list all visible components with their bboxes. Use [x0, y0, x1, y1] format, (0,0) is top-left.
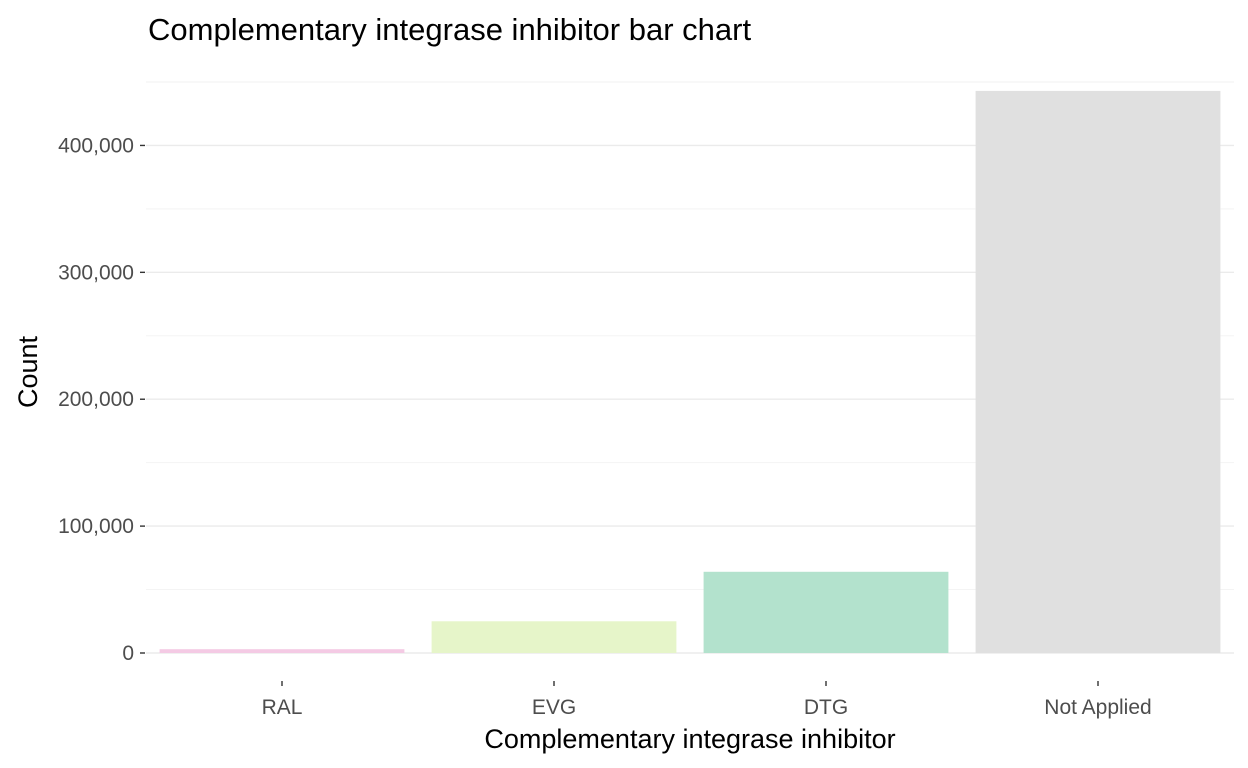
bar: [975, 90, 1221, 654]
x-axis: RAL EVG DTG Not Applied: [262, 681, 1152, 719]
bar: [159, 649, 405, 653]
y-tick-label: 0: [122, 642, 134, 665]
x-tick-label: RAL: [262, 696, 303, 719]
x-tick-label: Not Applied: [1044, 696, 1151, 719]
bar: [703, 571, 949, 653]
y-tick-label: 300,000: [58, 261, 134, 284]
y-axis: 0 100,000 200,000 300,000 400,000: [58, 134, 145, 665]
bars: [159, 90, 1221, 654]
bar: [431, 621, 677, 653]
x-tick-label: DTG: [804, 696, 848, 719]
y-axis-title: Count: [13, 335, 43, 408]
chart-title: Complementary integrase inhibitor bar ch…: [148, 12, 751, 47]
y-tick-label: 200,000: [58, 388, 134, 411]
y-tick-label: 400,000: [58, 134, 134, 157]
y-tick-label: 100,000: [58, 515, 134, 538]
x-tick-label: EVG: [532, 696, 576, 719]
x-axis-title: Complementary integrase inhibitor: [484, 724, 895, 754]
